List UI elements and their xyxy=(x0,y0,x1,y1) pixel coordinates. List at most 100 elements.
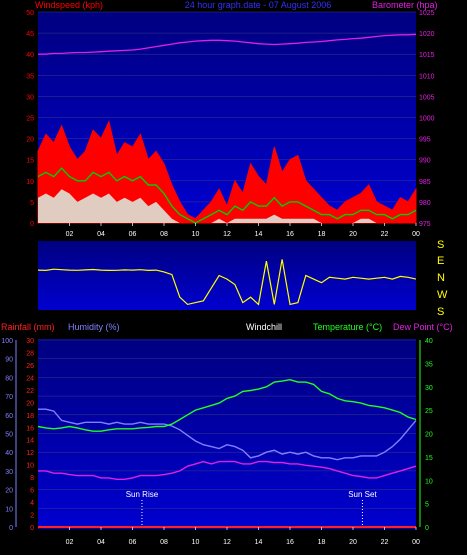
wind-left-tick-label: 15 xyxy=(26,158,34,165)
barometer-right-tick-label: 1000 xyxy=(419,116,435,123)
dewpoint-axis-label: Dew Point (°C) xyxy=(393,322,453,332)
wind-left-tick-label: 0 xyxy=(30,221,34,228)
barometer-right-tick-label: 990 xyxy=(419,158,431,165)
rainfall-tick-label: 0 xyxy=(30,525,34,532)
temperature-x-tick-label: 16 xyxy=(286,539,294,546)
wind-minimum-series xyxy=(38,189,416,223)
wind-direction-series xyxy=(37,259,417,306)
wind-series xyxy=(37,33,417,224)
wind-left-tick-label: 30 xyxy=(26,94,34,101)
humidity-tick-label: 10 xyxy=(5,506,13,513)
temperature-tick-label: 10 xyxy=(425,478,433,485)
wind-direction-line xyxy=(37,259,417,306)
humidity-tick-label: 100 xyxy=(1,338,13,345)
rainfall-tick-label: 22 xyxy=(26,388,34,395)
rainfall-tick-label: 20 xyxy=(26,400,34,407)
rainfall-tick-label: 6 xyxy=(30,488,34,495)
temperature-x-tick-label: 08 xyxy=(160,539,168,546)
temperature-series xyxy=(37,378,417,432)
rainfall-tick-label: 14 xyxy=(26,438,34,445)
compass-w: W xyxy=(437,289,448,301)
humidity-axis-label: Humidity (%) xyxy=(68,322,120,332)
barometer-right-ticks: 975 980 985 990 995 1000 1005 1010 1015 1020 1025 xyxy=(419,10,435,228)
wind-x-tick-label: 14 xyxy=(255,231,263,238)
wind-average-series xyxy=(37,167,417,224)
rainfall-tick-label: 30 xyxy=(26,338,34,345)
barometer-right-tick-label: 1025 xyxy=(419,10,435,17)
wind-left-tick-label: 35 xyxy=(26,73,34,80)
wind-x-tick-label: 22 xyxy=(381,231,389,238)
sunset-label: Sun Set xyxy=(348,490,377,499)
wind-direction-area xyxy=(38,241,416,310)
humidity-tick-label: 90 xyxy=(5,357,13,364)
wind-x-tick-label: 06 xyxy=(129,231,137,238)
barometer-axis-label: Barometer (hpa) xyxy=(372,0,438,10)
wind-left-tick-label: 40 xyxy=(26,52,34,59)
dewpoint-series xyxy=(38,460,417,480)
rainfall-tick-label: 18 xyxy=(26,413,34,420)
temperature-gridlines xyxy=(38,339,416,528)
wind-x-tick-label: 16 xyxy=(286,231,294,238)
rainfall-tick-label: 8 xyxy=(30,475,34,482)
humidity-tick-label: 40 xyxy=(5,450,13,457)
temperature-x-tick-label: 10 xyxy=(192,539,200,546)
rainfall-tick-label: 24 xyxy=(26,375,34,382)
temperature-tick-label: 40 xyxy=(425,338,433,345)
sunrise-label: Sun Rise xyxy=(126,490,159,499)
temperature-x-tick-label: 22 xyxy=(381,539,389,546)
wind-x-tick-label: 18 xyxy=(318,231,326,238)
temperature-tick-label: 20 xyxy=(425,432,433,439)
temperature-x-tick-label: 02 xyxy=(66,539,74,546)
humidity-tick-label: 0 xyxy=(9,525,13,532)
humidity-tick-label: 20 xyxy=(5,488,13,495)
graph-title: 24 hour graph.date - 07 August 2006 xyxy=(185,0,332,10)
temperature-tick-label: 5 xyxy=(425,502,429,509)
wind-left-tick-label: 50 xyxy=(26,10,34,17)
wind-left-tick-label: 25 xyxy=(26,116,34,123)
temperature-tick-label: 0 xyxy=(425,525,429,532)
wind-x-ticks: 02 04 06 08 10 12 14 16 18 20 22 00 xyxy=(66,223,420,238)
humidity-tick-label: 30 xyxy=(5,469,13,476)
rainfall-axis-label: Rainfall (mm) xyxy=(1,322,55,332)
temperature-tick-label: 35 xyxy=(425,361,433,368)
wind-left-tick-label: 10 xyxy=(26,179,34,186)
temperature-tick-label: 30 xyxy=(425,385,433,392)
humidity-series xyxy=(38,408,417,461)
wind-x-tick-label: 04 xyxy=(97,231,105,238)
wind-x-tick-label: 02 xyxy=(66,231,74,238)
compass-s-top: S xyxy=(437,239,444,251)
wind-x-tick-label: 08 xyxy=(160,231,168,238)
humidity-ticks: 0 10 20 30 40 50 60 70 80 90 100 xyxy=(1,338,17,532)
temperature-x-tick-label: 20 xyxy=(349,539,357,546)
barometer-right-tick-label: 1005 xyxy=(419,94,435,101)
wind-gust-series xyxy=(37,120,417,224)
rainfall-tick-label: 4 xyxy=(30,500,34,507)
barometer-right-tick-label: 985 xyxy=(419,179,431,186)
wind-direction-plot: S E N W S xyxy=(37,239,448,318)
wind-left-tick-label: 5 xyxy=(30,200,34,207)
barometer-right-tick-label: 995 xyxy=(419,137,431,144)
humidity-tick-label: 60 xyxy=(5,413,13,420)
barometer-right-tick-label: 975 xyxy=(419,221,431,228)
wind-left-tick-label: 45 xyxy=(26,31,34,38)
humidity-tick-label: 70 xyxy=(5,394,13,401)
rainfall-tick-label: 16 xyxy=(26,425,34,432)
humidity-tick-label: 50 xyxy=(5,432,13,439)
temperature-x-tick-label: 04 xyxy=(97,539,105,546)
rainfall-tick-label: 12 xyxy=(26,450,34,457)
barometer-right-tick-label: 980 xyxy=(419,200,431,207)
barometer-right-tick-label: 1020 xyxy=(419,31,435,38)
wind-left-ticks: 0 5 10 15 20 25 30 35 40 45 50 xyxy=(26,10,34,228)
temperature-plot-area xyxy=(38,339,416,529)
temperature-x-tick-label: 14 xyxy=(255,539,263,546)
rainfall-tick-label: 26 xyxy=(26,363,34,370)
wind-plot: 0 5 10 15 20 25 30 35 40 45 50 975 980 985 990 995 1000… xyxy=(26,10,434,238)
wind-x-tick-label: 20 xyxy=(349,231,357,238)
compass-n: N xyxy=(437,272,445,284)
humidity-tick-label: 80 xyxy=(5,375,13,382)
temperature-x-tick-label: 06 xyxy=(129,539,137,546)
temperature-x-tick-label: 00 xyxy=(412,539,420,546)
